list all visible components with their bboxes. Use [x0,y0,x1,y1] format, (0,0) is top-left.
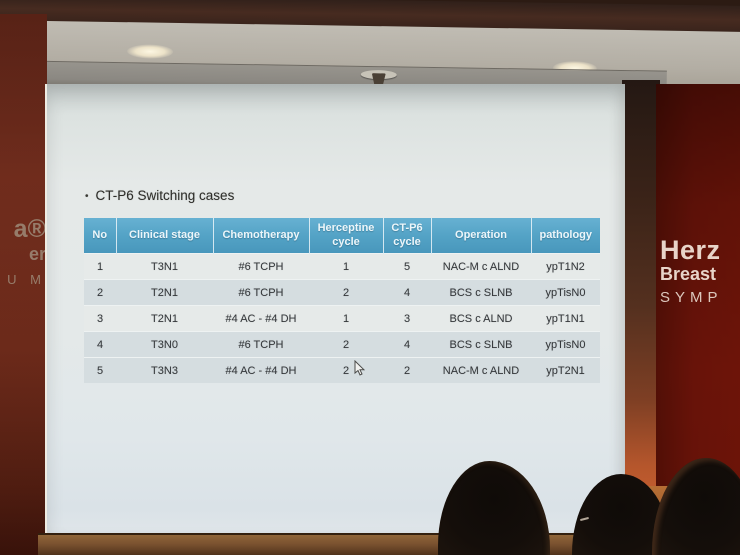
cell: T2N1 [116,305,213,332]
table-row: 1 T3N1 #6 TCPH 1 5 NAC-M c ALND ypT1N2 [84,253,600,280]
cell: NAC-M c ALND [431,253,531,280]
right-banner-line3: SYMP [660,289,723,307]
cell: BCS c ALND [431,305,531,332]
cell: #6 TCPH [213,331,309,358]
left-banner-line1: a® [13,216,46,243]
header-cell-operation: Operation [430,218,531,254]
header-cell-ctp6-cycle: CT-P6 cycle [382,218,431,254]
cell: 3 [84,305,116,332]
wall-shadow-band [622,80,660,490]
bullet-icon: • [85,191,89,202]
left-banner-line3: U M [7,272,46,288]
cell: #6 TCPH [213,253,309,280]
table-row: 5 T3N3 #4 AC - #4 DH 2 2 NAC-M c ALND yp… [84,357,600,383]
mouse-cursor-icon [354,360,365,376]
cell: T3N0 [116,331,213,358]
cell: 1 [309,253,383,280]
right-banner-text: Herz Breast SYMP [660,236,740,328]
right-wall-pillar [656,84,740,490]
table-header-row: No Clinical stage Chemotherapy Herceptin… [84,218,600,254]
slide-title: • CT-P6 Switching cases [85,188,234,203]
cell: T3N1 [116,253,213,280]
cell: BCS c SLNB [431,279,531,306]
floor [38,533,740,555]
cell: #6 TCPH [213,279,309,306]
cell: ypT2N1 [531,357,600,383]
cell: #4 AC - #4 DH [213,305,309,332]
header-cell-herceptine-cycle: Herceptine cycle [308,218,383,254]
cell: T2N1 [116,279,213,306]
left-banner-text: a® er U M [0,216,48,316]
cell: 4 [84,331,116,358]
cell: 5 [84,357,116,383]
header-cell-chemotherapy: Chemotherapy [212,218,309,254]
cell: 2 [309,331,383,358]
cell: 5 [383,253,431,280]
header-cell-pathology: pathology [530,218,600,254]
table-row: 3 T2N1 #4 AC - #4 DH 1 3 BCS c ALND ypT1… [84,305,600,332]
header-cell-no: No [84,218,116,254]
cell: ypT1N2 [531,253,600,280]
slide-title-text: CT-P6 Switching cases [95,188,235,203]
right-banner-line1: Herz [660,236,721,265]
table-row: 4 T3N0 #6 TCPH 2 4 BCS c SLNB ypTisN0 [84,331,600,358]
cell: 1 [309,305,383,332]
table-row: 2 T2N1 #6 TCPH 2 4 BCS c SLNB ypTisN0 [84,279,600,306]
cell: #4 AC - #4 DH [213,357,309,383]
cell: 2 [309,279,383,306]
cell: 4 [383,331,431,358]
glasses-glint [579,516,590,522]
left-banner-line2: er [28,244,46,265]
cell: BCS c SLNB [431,331,531,358]
cell: 2 [84,279,116,306]
cell: 2 [309,357,383,383]
cell: 4 [383,279,431,306]
cell: ypTisN0 [531,331,600,358]
cell: ypT1N1 [531,305,600,332]
cell: ypTisN0 [531,279,600,306]
left-wall-pillar [0,14,47,555]
header-cell-clinical-stage: Clinical stage [115,218,213,254]
cell: NAC-M c ALND [431,357,531,383]
switching-cases-table: No Clinical stage Chemotherapy Herceptin… [84,218,600,383]
projection-screen: • CT-P6 Switching cases No Clinical stage… [45,84,625,539]
right-banner-line2: Breast [660,264,717,285]
cell: 2 [383,357,431,383]
cell: 1 [84,253,116,280]
cell: T3N3 [116,357,213,383]
cell: 3 [383,305,431,332]
